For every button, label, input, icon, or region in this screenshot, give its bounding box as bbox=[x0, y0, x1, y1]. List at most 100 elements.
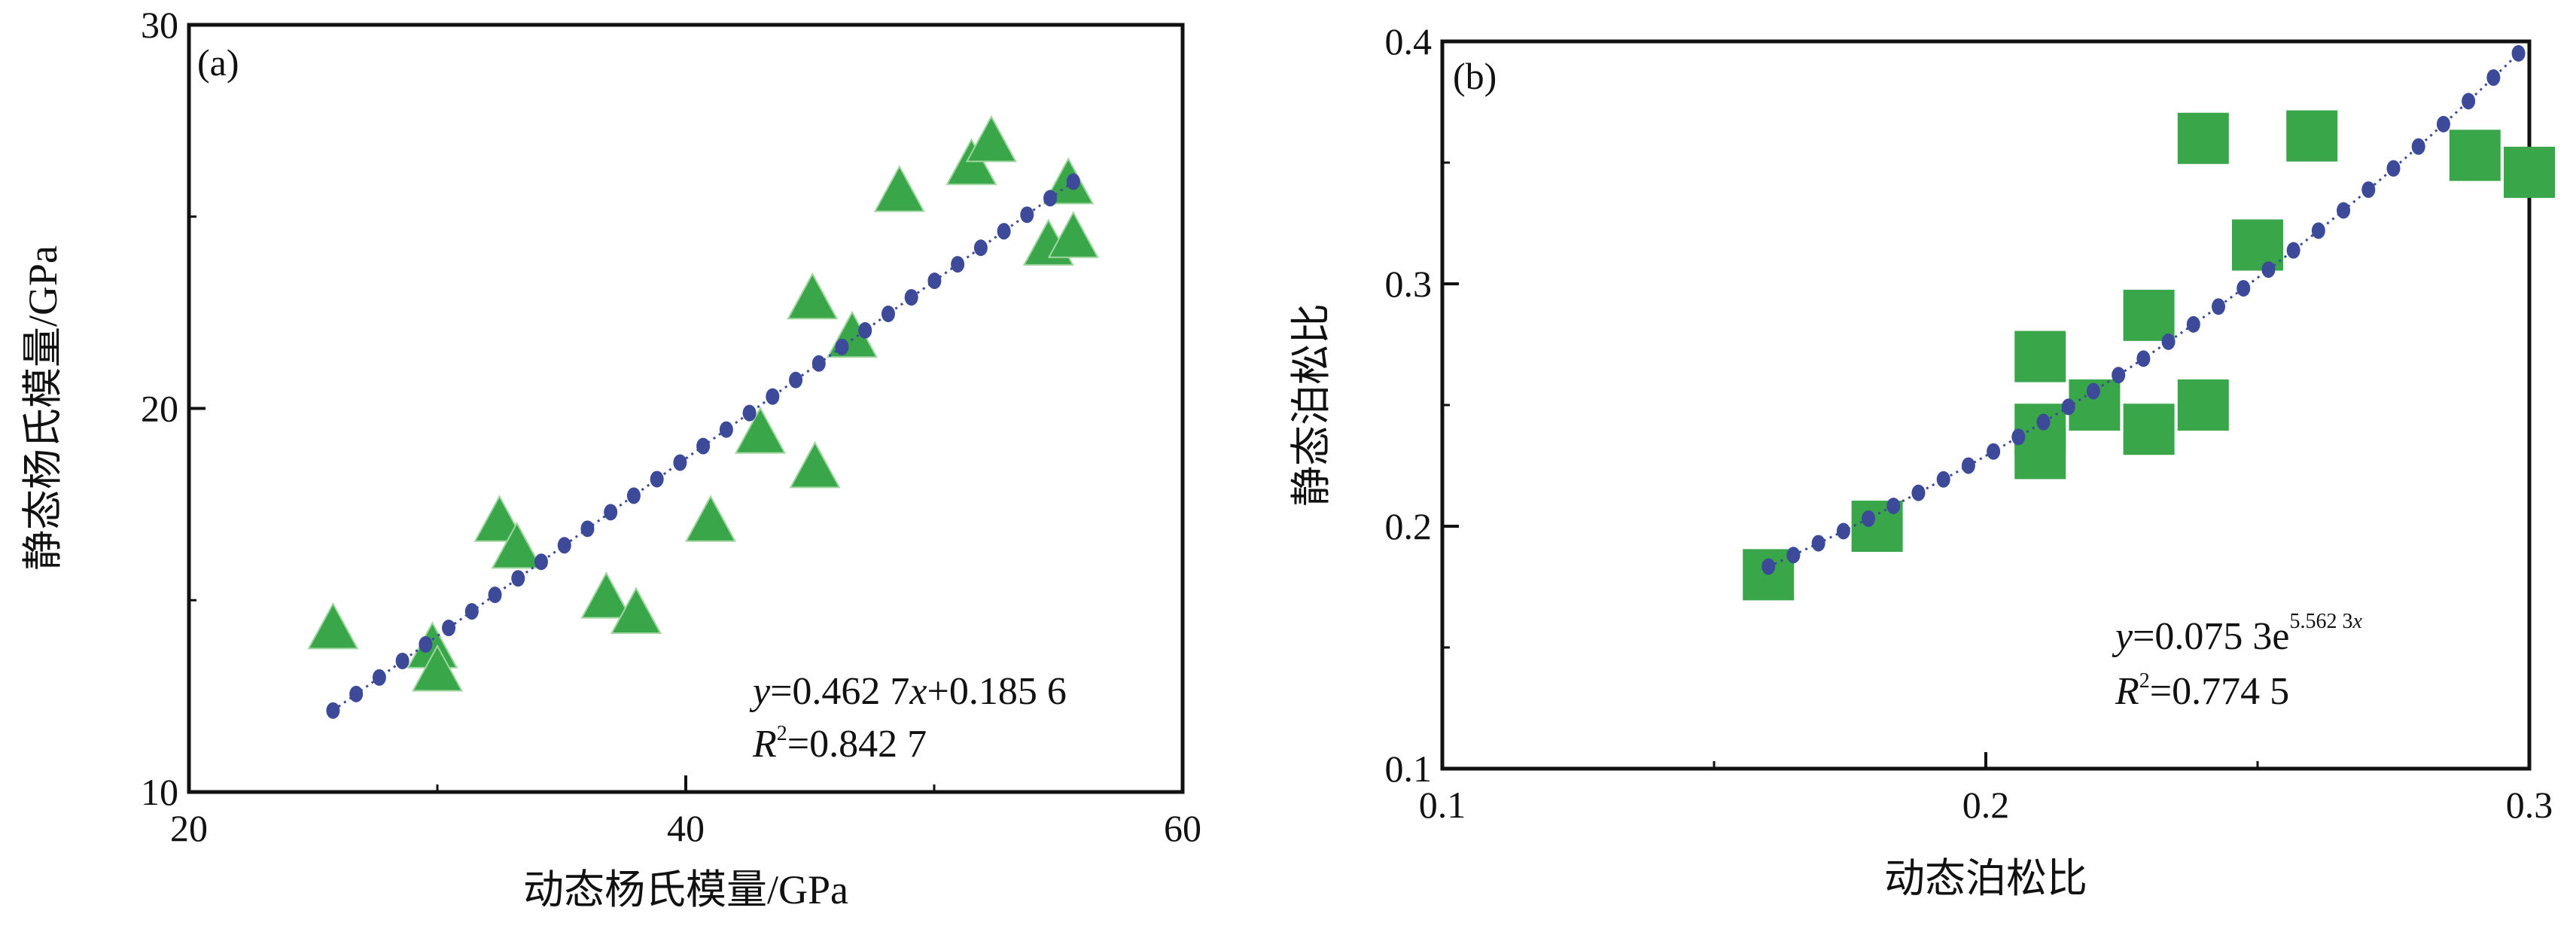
fit-dot bbox=[580, 520, 595, 538]
chart-a-ytick-label: 20 bbox=[141, 388, 178, 430]
fit-dot bbox=[1936, 471, 1950, 488]
eq-a-r: R bbox=[752, 723, 777, 766]
fit-dot bbox=[1836, 522, 1850, 540]
fit-dot bbox=[1886, 498, 1901, 515]
eq-a-y: y bbox=[749, 670, 771, 713]
fit-dot bbox=[2337, 202, 2351, 219]
chart-b-ytick-label: 0.4 bbox=[1385, 20, 1433, 62]
fit-dot bbox=[2036, 413, 2051, 431]
fit-dot bbox=[1911, 484, 1926, 501]
fit-dot bbox=[2112, 367, 2126, 384]
fit-dot bbox=[464, 603, 479, 620]
eq-b-x: x bbox=[2352, 610, 2363, 633]
data-point-triangle bbox=[789, 440, 841, 489]
data-point-triangle bbox=[580, 571, 632, 619]
eq-b-part1: =0.075 3e bbox=[2133, 615, 2289, 658]
chart-b-ylabel: 静态泊松比 bbox=[1289, 303, 1334, 507]
data-point-triangle bbox=[873, 165, 925, 212]
fit-dot bbox=[742, 404, 757, 422]
fit-dot bbox=[2361, 181, 2376, 198]
eq-b-rsup: 2 bbox=[2139, 669, 2150, 693]
chart-b-ytick-label: 0.2 bbox=[1385, 505, 1433, 547]
chart-a-panel-label: (a) bbox=[197, 41, 239, 84]
eq-a-rval: =0.842 7 bbox=[787, 723, 927, 766]
data-point-square bbox=[2123, 404, 2175, 455]
chart-b-panel-label: (b) bbox=[1453, 55, 1497, 97]
data-point-triangle bbox=[734, 407, 787, 454]
fit-dot bbox=[372, 669, 386, 686]
chart-b-ytick-label: 0.1 bbox=[1385, 748, 1433, 790]
svg-text:R2=0.774 5: R2=0.774 5 bbox=[2115, 669, 2289, 713]
fit-dot bbox=[1987, 443, 2001, 460]
chart-b-xlabel: 动态泊松比 bbox=[1884, 856, 2087, 901]
fit-dot bbox=[2386, 160, 2401, 177]
fit-dot bbox=[534, 553, 548, 571]
fit-dot bbox=[997, 223, 1011, 240]
data-point-square bbox=[2177, 379, 2229, 431]
fit-dot bbox=[604, 504, 618, 521]
data-point-square bbox=[2449, 129, 2501, 181]
fit-dot bbox=[2061, 398, 2075, 416]
fit-dot bbox=[1811, 535, 1825, 552]
chart-a-xtick-label: 40 bbox=[667, 807, 705, 849]
data-point-square bbox=[2504, 146, 2555, 198]
fit-dot bbox=[1786, 547, 1801, 564]
data-point-square bbox=[2014, 330, 2066, 382]
chart-b-equation: y=0.075 3e5.562 3x R2=0.774 5 bbox=[2112, 610, 2363, 713]
fit-dot bbox=[2161, 333, 2176, 350]
data-point-triangle bbox=[610, 586, 662, 635]
chart-b-xtick-label: 0.3 bbox=[2506, 784, 2553, 826]
fit-dot bbox=[2212, 298, 2226, 315]
fit-dot bbox=[442, 620, 456, 637]
fit-dot bbox=[395, 652, 410, 669]
chart-b-ytick-label: 0.3 bbox=[1385, 263, 1433, 305]
fit-dot bbox=[973, 239, 988, 257]
fit-dot bbox=[2486, 69, 2501, 87]
fit-dot bbox=[2236, 279, 2251, 297]
fit-dot bbox=[1066, 173, 1080, 190]
fit-dot bbox=[1961, 457, 1975, 474]
chart-a-xtick-label: 20 bbox=[170, 807, 208, 849]
fit-dot bbox=[1862, 510, 1876, 527]
fit-dot bbox=[673, 454, 687, 471]
fit-dot bbox=[2411, 138, 2425, 155]
data-point-triangle bbox=[473, 495, 525, 542]
eq-a-rsup: 2 bbox=[777, 722, 787, 745]
fit-dot bbox=[2462, 93, 2476, 110]
fit-dot bbox=[626, 487, 641, 504]
eq-b-y: y bbox=[2112, 615, 2133, 658]
eq-a-part1: =0.462 7 bbox=[770, 670, 909, 713]
fit-dot bbox=[326, 702, 340, 719]
data-point-triangle bbox=[307, 602, 359, 650]
svg-text:y=0.462 7x+0.185 6: y=0.462 7x+0.185 6 bbox=[749, 670, 1067, 713]
fit-dot bbox=[2011, 428, 2026, 446]
fit-dot bbox=[1043, 190, 1058, 207]
fit-dot bbox=[951, 256, 965, 273]
svg-text:R2=0.842 7: R2=0.842 7 bbox=[752, 722, 927, 766]
data-point-square bbox=[2177, 112, 2229, 164]
data-point-triangle bbox=[965, 114, 1017, 163]
data-point-triangle bbox=[684, 495, 737, 542]
fit-dot bbox=[811, 355, 826, 372]
eq-b-r: R bbox=[2115, 670, 2139, 713]
eq-a-x: x bbox=[909, 670, 927, 713]
fit-dot bbox=[1761, 558, 1776, 575]
svg-text:y=0.075 3e5.562 3x: y=0.075 3e5.562 3x bbox=[2112, 610, 2363, 658]
eq-a-part2: +0.185 6 bbox=[927, 670, 1067, 713]
fit-dot bbox=[789, 371, 803, 388]
fit-dot bbox=[927, 273, 942, 290]
fit-dot bbox=[881, 305, 895, 322]
chart-a-xlabel: 动态杨氏模量/GPa bbox=[523, 867, 848, 912]
chart-a-ylabel: 静态杨氏模量/GPa bbox=[20, 245, 65, 571]
fit-dot bbox=[2436, 115, 2450, 133]
data-point-square bbox=[2286, 110, 2338, 162]
eq-b-exp: 5.562 3 bbox=[2290, 610, 2353, 633]
fit-dot bbox=[858, 321, 872, 339]
fit-dot bbox=[511, 570, 525, 587]
data-point-square bbox=[2123, 289, 2175, 341]
fit-dot bbox=[766, 388, 780, 405]
data-point-triangle bbox=[411, 644, 464, 692]
fit-dot bbox=[2311, 222, 2325, 239]
fit-dot bbox=[719, 421, 733, 438]
